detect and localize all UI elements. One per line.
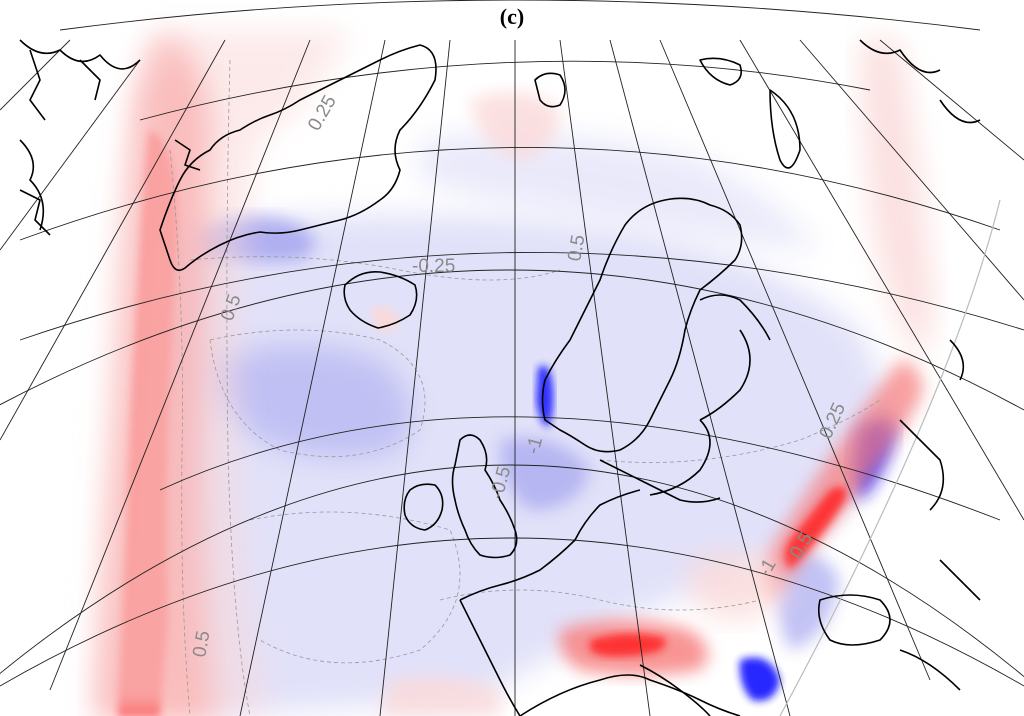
meridian-6 bbox=[0, 59, 141, 251]
contour-label: 0.25 bbox=[304, 92, 341, 135]
weak-positive-iceland bbox=[370, 306, 400, 333]
medium-negative-east bbox=[776, 553, 840, 650]
strong-positive-diagonal bbox=[784, 486, 846, 570]
ireland bbox=[403, 483, 444, 531]
scandinavia bbox=[541, 197, 743, 453]
medium-negative-atlantic bbox=[210, 345, 412, 458]
contour-label: 0.5 bbox=[564, 233, 589, 263]
baltic-coast bbox=[599, 459, 721, 503]
latitude-line-6 bbox=[159, 416, 1001, 521]
contour-label: 0.5 bbox=[189, 629, 214, 659]
weak-positive-central-europe bbox=[688, 553, 790, 620]
italy bbox=[639, 664, 711, 716]
latitude-line-2 bbox=[139, 60, 871, 121]
latitude-line-5 bbox=[0, 269, 1024, 411]
weak-positive-east-band bbox=[860, 40, 934, 360]
meridian-3 bbox=[239, 39, 386, 716]
strong-negative-norway bbox=[536, 365, 554, 428]
panel-label: (c) bbox=[499, 4, 525, 29]
novaya-zemlya bbox=[769, 89, 801, 169]
contour-lines bbox=[169, 59, 881, 716]
meridian-10 bbox=[659, 39, 931, 681]
greenland-coast bbox=[159, 44, 437, 271]
franz-josef bbox=[699, 57, 743, 86]
meridian-4 bbox=[49, 39, 311, 691]
latitude-line-7 bbox=[0, 537, 1024, 687]
medium-negative-northsea bbox=[500, 438, 590, 510]
great-britain bbox=[451, 434, 518, 559]
meridian-8 bbox=[559, 39, 651, 716]
mediterranean-coast bbox=[519, 674, 741, 716]
meridian-11 bbox=[739, 39, 1024, 521]
latitude-line-3 bbox=[19, 147, 1001, 241]
coastlines bbox=[19, 39, 981, 716]
meridian-9 bbox=[609, 39, 791, 716]
iceland bbox=[343, 270, 418, 329]
contour-label: -1 bbox=[523, 435, 548, 457]
svalbard bbox=[534, 72, 566, 108]
black-sea bbox=[817, 594, 891, 646]
weak-negative-north bbox=[420, 133, 820, 250]
canada-coast bbox=[19, 39, 141, 231]
meridian-2 bbox=[379, 39, 451, 716]
finland-russia bbox=[649, 294, 771, 496]
weak-positive-west-boundary bbox=[90, 30, 350, 716]
contour-label: -0.25 bbox=[412, 256, 455, 277]
meridian-13 bbox=[879, 39, 1024, 161]
east-coast-features bbox=[859, 39, 981, 691]
latitude-line-1 bbox=[59, 0, 981, 31]
anomaly-field bbox=[90, 30, 934, 716]
latitude-line-4 bbox=[19, 251, 1024, 341]
meridian-7 bbox=[0, 39, 71, 111]
greenland-west-inlets bbox=[19, 49, 201, 236]
continental-europe bbox=[459, 489, 641, 716]
meridian-5 bbox=[0, 39, 226, 441]
latitude-line-outer bbox=[0, 464, 1024, 678]
strong-negative-balkan bbox=[739, 657, 780, 701]
meridian-12 bbox=[799, 39, 1024, 301]
strong-positive-alps bbox=[590, 633, 666, 657]
weak-positive-iberia bbox=[380, 676, 500, 716]
